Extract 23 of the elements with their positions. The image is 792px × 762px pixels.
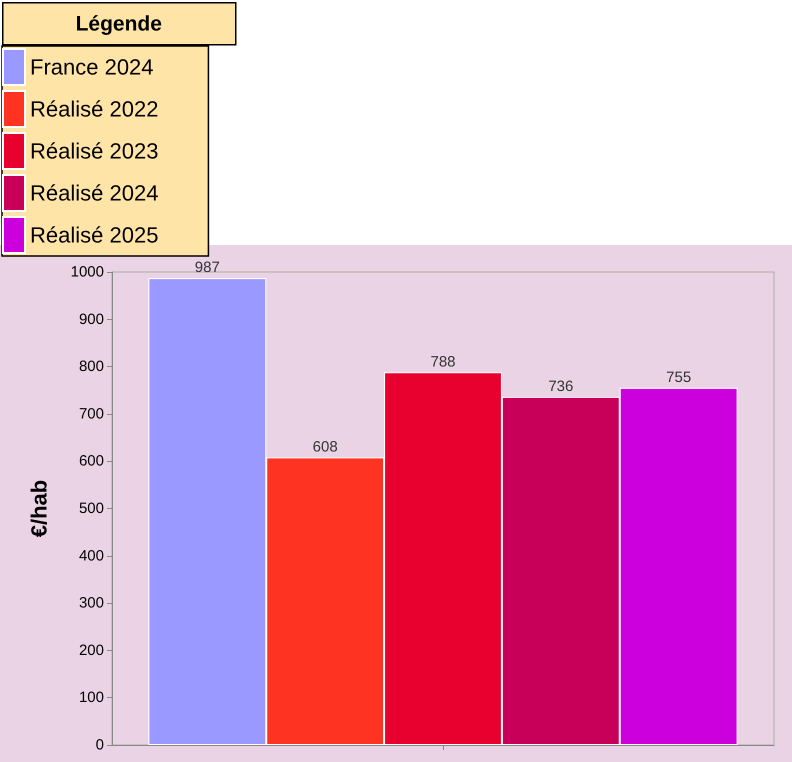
y-tick-label: 100	[78, 689, 104, 706]
y-tick-label: 400	[78, 547, 104, 564]
legend-title: Légende	[76, 12, 162, 36]
legend-label: Réalisé 2022	[30, 96, 158, 122]
y-tick-label: 500	[78, 500, 104, 517]
data-label: 736	[548, 378, 574, 395]
legend-label: Réalisé 2023	[30, 138, 158, 164]
data-label: 987	[194, 259, 220, 276]
legend-label: Réalisé 2025	[30, 222, 158, 248]
legend-label: France 2024	[30, 54, 154, 80]
y-axis-title: €/hab	[26, 480, 52, 538]
data-label: 608	[312, 438, 338, 456]
y-tick-label: 300	[78, 594, 104, 612]
y-tick-label: 600	[78, 452, 104, 470]
y-tick-label: 1000	[70, 264, 104, 280]
legend-label: Réalisé 2024	[30, 180, 158, 206]
y-tick-label: 200	[78, 642, 104, 659]
y-tick-label: 700	[78, 405, 104, 422]
y-tick-label: 0	[96, 736, 104, 754]
data-label: 755	[666, 368, 692, 386]
y-tick-label: 900	[78, 310, 104, 328]
y-tick-label: 800	[78, 358, 104, 376]
data-label: 788	[430, 353, 456, 370]
